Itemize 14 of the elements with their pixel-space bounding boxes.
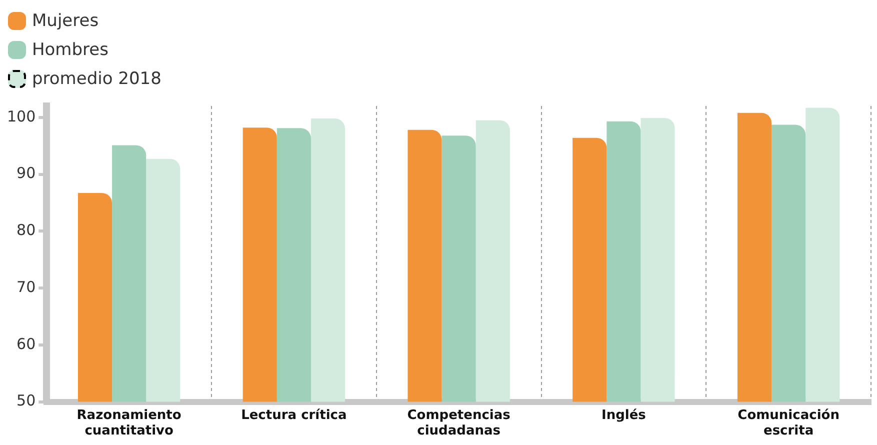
y-tick-label: 50	[16, 392, 36, 410]
legend-label: promedio 2018	[32, 68, 162, 88]
y-tick-label: 90	[16, 164, 36, 182]
legend-label: Hombres	[32, 40, 108, 60]
y-tick-label: 60	[16, 334, 36, 353]
legend-label: Mujeres	[32, 10, 99, 30]
x-tick-label: Inglés	[601, 408, 646, 423]
x-tick-label: Lectura crítica	[241, 408, 347, 423]
x-tick-label: Comunicación escrita	[738, 408, 840, 439]
x-tick-label: Competencias ciudadanas	[407, 408, 511, 439]
y-tick-label: 70	[16, 278, 36, 296]
y-tick-label: 80	[16, 221, 36, 240]
x-tick-label: Razonamiento cuantitativo	[76, 408, 182, 439]
y-tick-label: 100	[6, 107, 36, 126]
